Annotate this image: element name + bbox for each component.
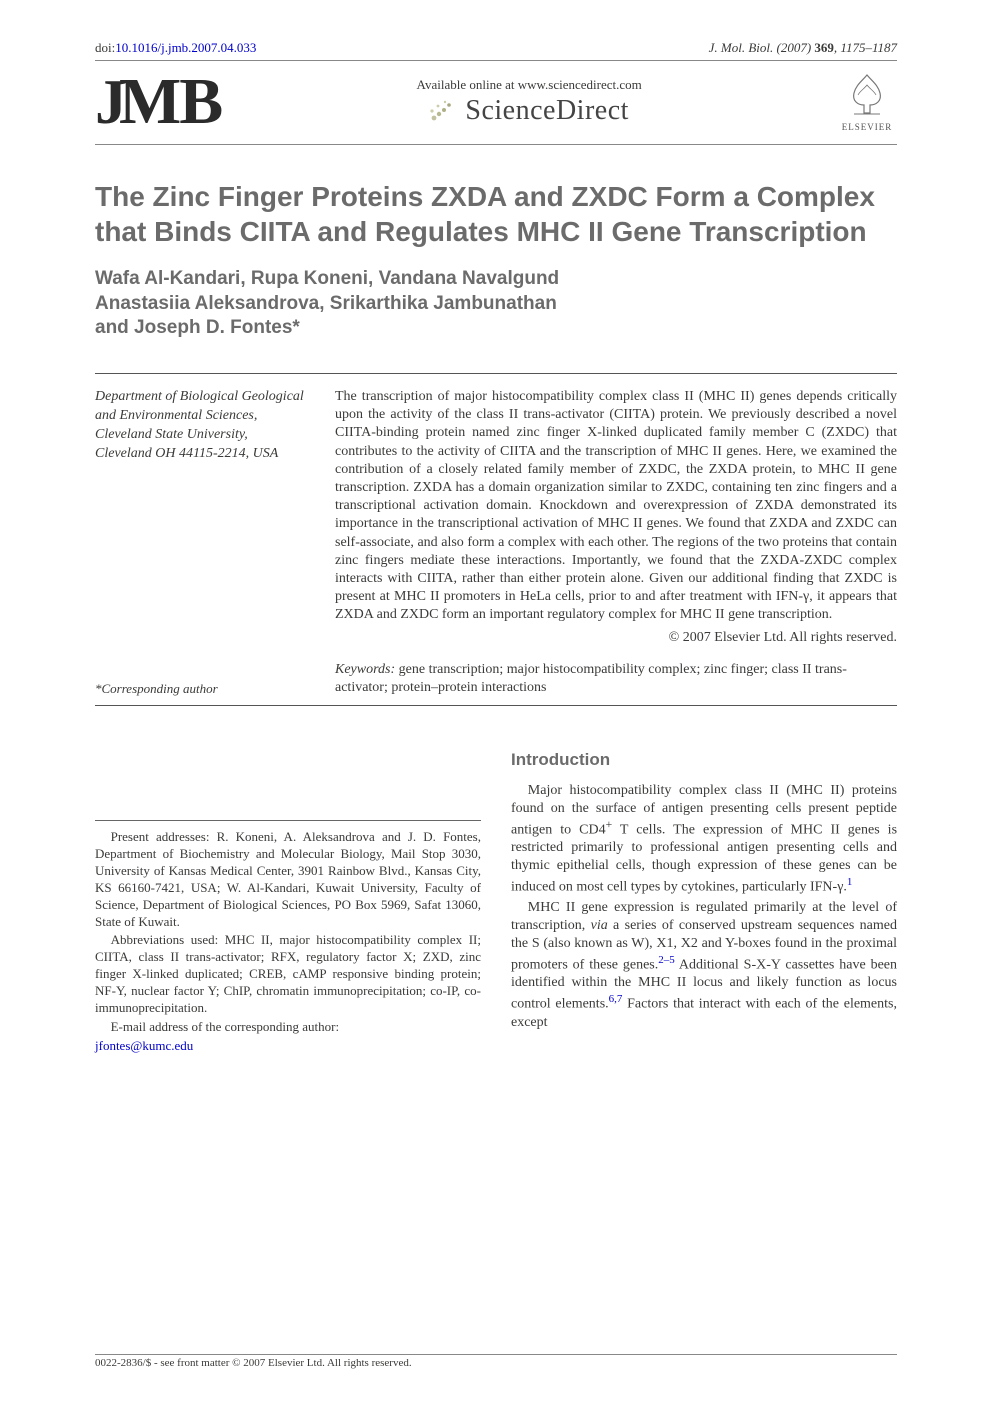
footnote-email-label: E-mail address of the corresponding auth… [95, 1019, 481, 1036]
keywords-label: Keywords: [335, 662, 395, 677]
keywords-text: gene transcription; major histocompatibi… [335, 662, 847, 695]
jmb-logo-b: B [179, 82, 221, 122]
keywords: Keywords: gene transcription; major hist… [335, 661, 897, 697]
reference-6-7[interactable]: 6,7 [609, 993, 623, 1005]
available-online-text: Available online at www.sciencedirect.co… [249, 77, 809, 93]
intro-paragraph-2: MHC II gene expression is regulated prim… [511, 899, 897, 1032]
sciencedirect-text: ScienceDirect [465, 95, 629, 127]
jmb-logo-m: M [119, 82, 179, 122]
sciencedirect-block: Available online at www.sciencedirect.co… [249, 77, 809, 127]
journal-issue: (2007) 369, 1175–1187 [777, 40, 898, 55]
two-column-body: Present addresses: R. Koneni, A. Aleksan… [95, 750, 897, 1055]
right-column: Introduction Major histocompatibility co… [511, 750, 897, 1055]
sciencedirect-logo: ScienceDirect [429, 95, 629, 127]
journal-abbrev: J. Mol. Biol. [709, 40, 774, 55]
bottom-copyright: 0022-2836/$ - see front matter © 2007 El… [95, 1354, 897, 1369]
corresponding-email-link[interactable]: jfontes@kumc.edu [95, 1038, 481, 1055]
footnotes: Present addresses: R. Koneni, A. Aleksan… [95, 820, 481, 1055]
abstract-copyright: © 2007 Elsevier Ltd. All rights reserved… [335, 629, 897, 647]
journal-volume: 369 [814, 40, 834, 55]
doi-prefix: doi: [95, 40, 115, 55]
sciencedirect-dots-icon [429, 100, 455, 122]
journal-reference: J. Mol. Biol. (2007) 369, 1175–1187 [709, 40, 897, 56]
jmb-logo: JMB [95, 82, 221, 122]
top-bar: doi:10.1016/j.jmb.2007.04.033 J. Mol. Bi… [95, 40, 897, 61]
corresponding-author: *Corresponding author [95, 681, 305, 697]
doi: doi:10.1016/j.jmb.2007.04.033 [95, 40, 256, 56]
elsevier-tree-icon [837, 71, 897, 122]
left-column: Present addresses: R. Koneni, A. Aleksan… [95, 750, 481, 1055]
intro-p2-via: via [591, 918, 608, 933]
elsevier-logo: ELSEVIER [837, 71, 897, 132]
authors: Wafa Al-Kandari, Rupa Koneni, Vandana Na… [95, 267, 897, 341]
doi-link[interactable]: 10.1016/j.jmb.2007.04.033 [115, 40, 256, 55]
footnote-present-addresses: Present addresses: R. Koneni, A. Aleksan… [95, 829, 481, 930]
reference-2-5[interactable]: 2–5 [658, 954, 675, 966]
footnote-abbreviations: Abbreviations used: MHC II, major histoc… [95, 932, 481, 1016]
meta-block: Department of Biological Geological and … [95, 373, 897, 706]
abstract: The transcription of major histocompatib… [335, 388, 897, 647]
introduction-body: Major histocompatibility complex class I… [511, 782, 897, 1031]
intro-paragraph-1: Major histocompatibility complex class I… [511, 782, 897, 897]
article-title: The Zinc Finger Proteins ZXDA and ZXDC F… [95, 179, 897, 249]
header-row: JMB Available online at www.sciencedirec… [95, 71, 897, 145]
reference-1[interactable]: 1 [847, 876, 853, 888]
affiliation: Department of Biological Geological and … [95, 388, 305, 647]
abstract-text: The transcription of major histocompatib… [335, 389, 897, 622]
introduction-heading: Introduction [511, 750, 897, 770]
elsevier-label: ELSEVIER [837, 122, 897, 132]
